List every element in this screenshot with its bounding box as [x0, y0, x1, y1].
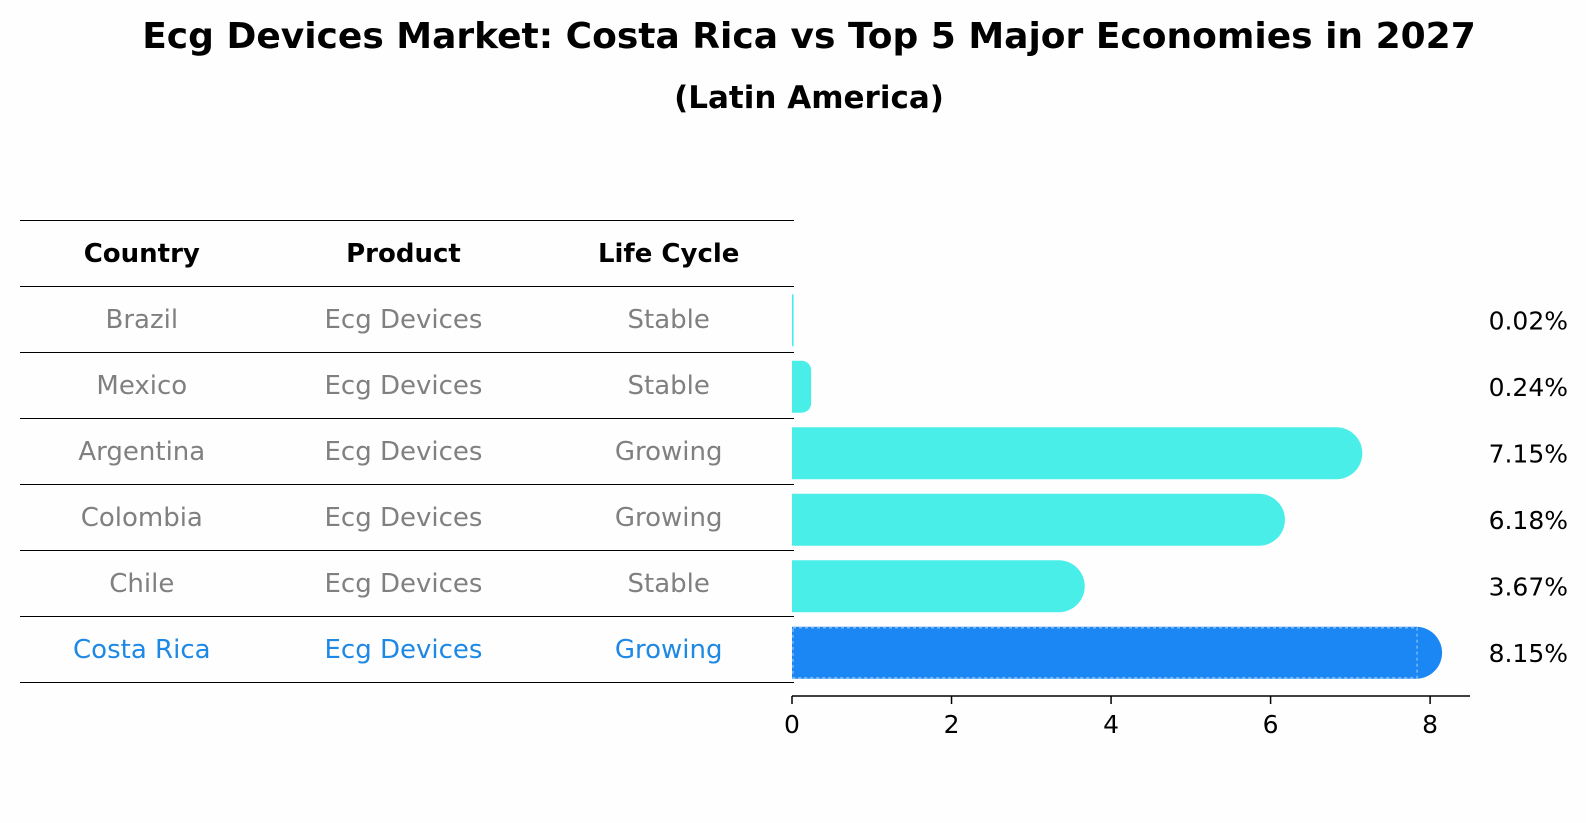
value-label: 6.18%	[1489, 506, 1568, 535]
cell-life-cycle: Growing	[543, 484, 794, 551]
cell-product: Ecg Devices	[263, 550, 544, 617]
cell-product: Ecg Devices	[263, 616, 544, 683]
cell-product: Ecg Devices	[263, 418, 544, 485]
bar-argentina	[792, 427, 1363, 480]
cell-country: Chile	[20, 550, 264, 617]
bar-costa-rica	[792, 626, 1443, 679]
chart-title: Ecg Devices Market: Costa Rica vs Top 5 …	[142, 16, 1476, 57]
x-tick-label: 4	[1103, 710, 1119, 739]
bar-mexico	[792, 360, 812, 413]
header-life-cycle: Life Cycle	[543, 220, 794, 287]
cell-life-cycle: Growing	[543, 616, 794, 683]
cell-country: Costa Rica	[20, 616, 264, 683]
table-header-row: Country Product Life Cycle	[20, 220, 794, 287]
x-tick-label: 2	[944, 710, 960, 739]
x-tick-label: 0	[784, 710, 800, 739]
header-country: Country	[20, 220, 264, 287]
table-row: Mexico Ecg Devices Stable	[20, 352, 794, 419]
cell-life-cycle: Growing	[543, 418, 794, 485]
x-tick-label: 6	[1263, 710, 1279, 739]
cell-life-cycle: Stable	[543, 550, 794, 617]
value-label: 7.15%	[1489, 439, 1568, 468]
cell-country: Mexico	[20, 352, 264, 419]
table-row: Brazil Ecg Devices Stable	[20, 286, 794, 353]
table-row: Colombia Ecg Devices Growing	[20, 484, 794, 551]
data-table: Country Product Life Cycle Brazil Ecg De…	[20, 220, 794, 683]
bar-brazil	[792, 294, 794, 347]
cell-country: Argentina	[20, 418, 264, 485]
table-row: Argentina Ecg Devices Growing	[20, 418, 794, 485]
bar-chile	[792, 560, 1085, 613]
value-label: 0.02%	[1489, 306, 1568, 335]
value-label: 0.24%	[1489, 373, 1568, 402]
x-tick-label: 8	[1422, 710, 1438, 739]
value-label: 8.15%	[1489, 639, 1568, 668]
cell-product: Ecg Devices	[263, 286, 544, 353]
header-product: Product	[263, 220, 544, 287]
cell-country: Brazil	[20, 286, 264, 353]
value-label: 3.67%	[1489, 572, 1568, 601]
bar-colombia	[792, 493, 1285, 546]
cell-product: Ecg Devices	[263, 352, 544, 419]
cell-product: Ecg Devices	[263, 484, 544, 551]
table-row: Chile Ecg Devices Stable	[20, 550, 794, 617]
cell-country: Colombia	[20, 484, 264, 551]
chart-subtitle: (Latin America)	[674, 80, 944, 116]
cell-life-cycle: Stable	[543, 286, 794, 353]
bar-highlight-outline	[792, 627, 1418, 679]
table-row-highlighted: Costa Rica Ecg Devices Growing	[20, 616, 794, 683]
